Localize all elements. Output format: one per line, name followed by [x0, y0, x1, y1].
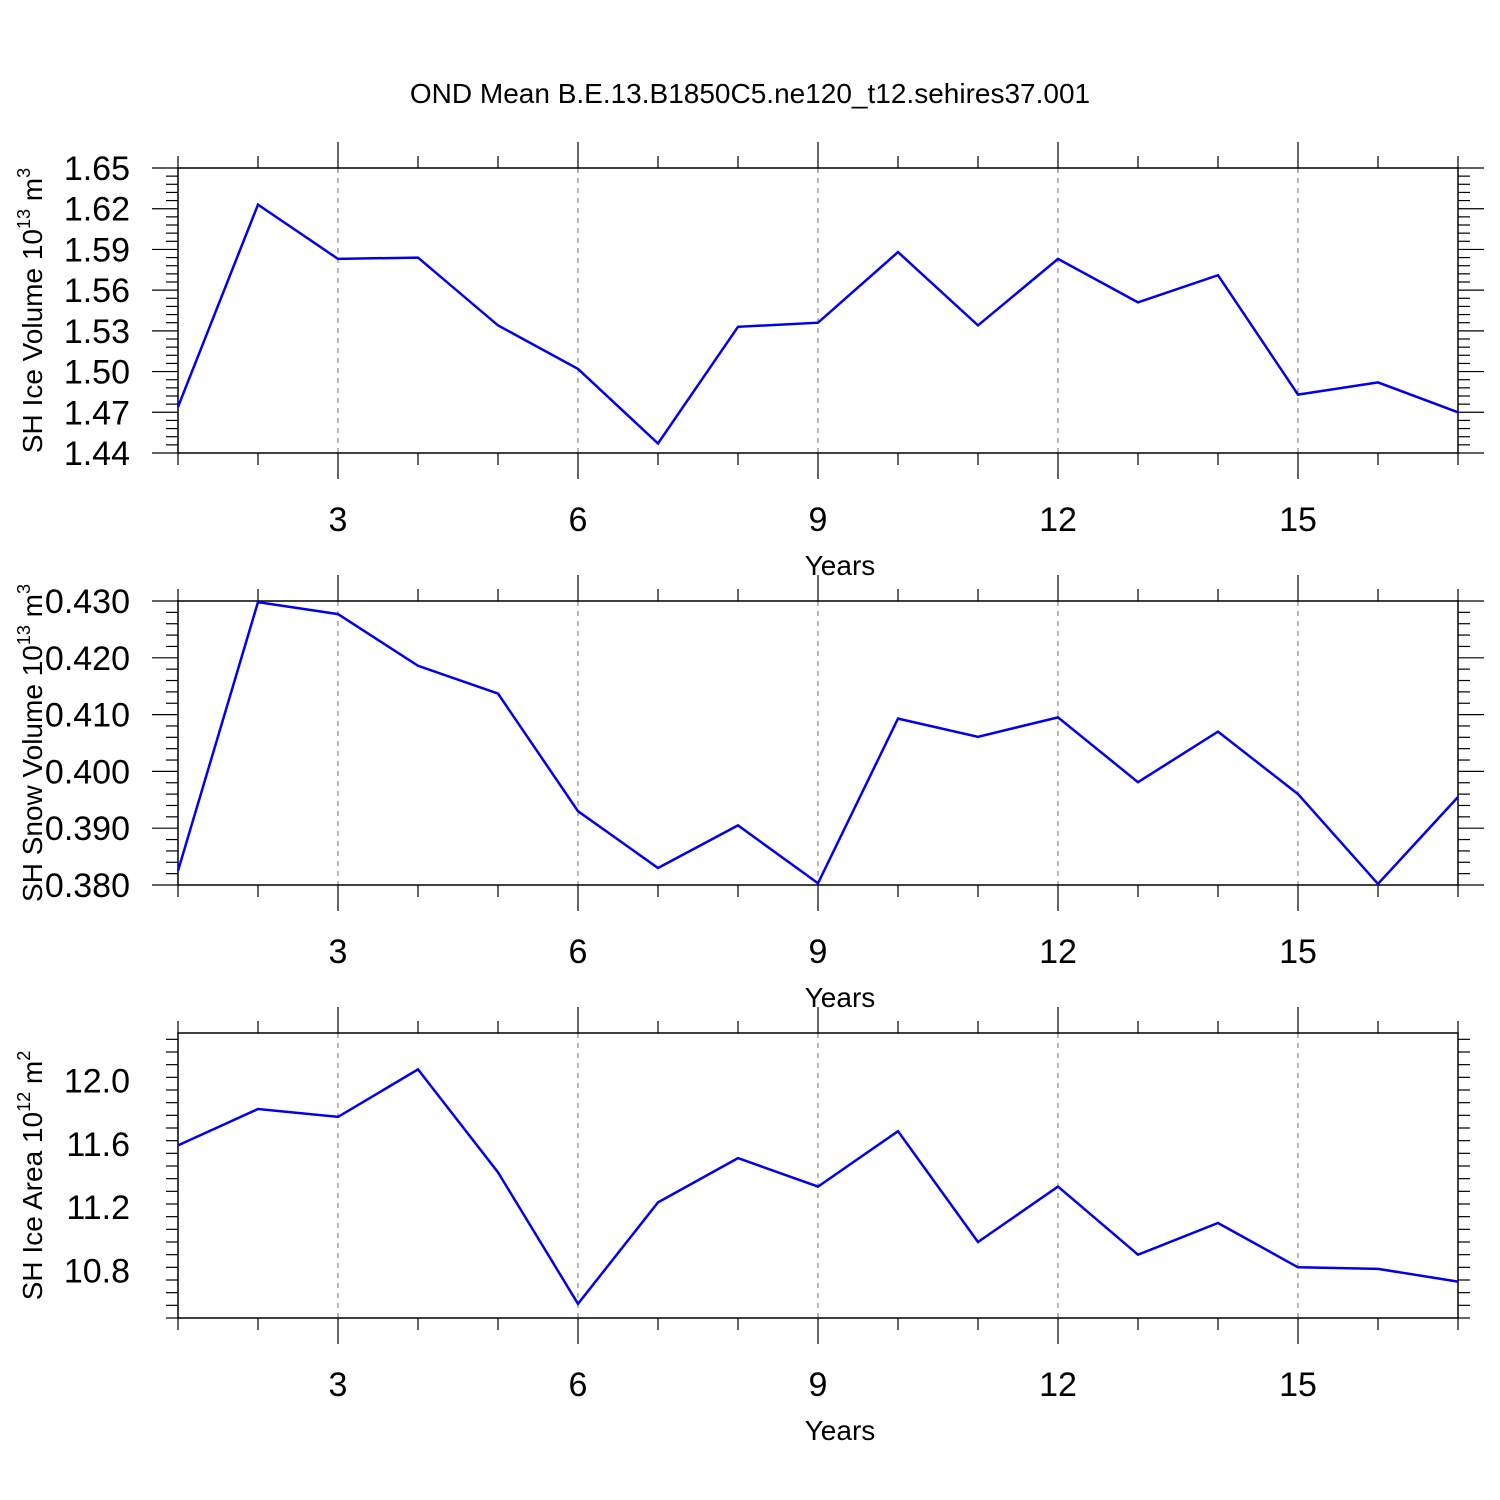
x-tick-label: 9	[809, 501, 828, 539]
y-tick-label: 1.56	[64, 272, 130, 310]
page-title: OND Mean B.E.13.B1850C5.ne120_t12.sehire…	[409, 78, 1091, 109]
x-axis-label: Years	[805, 1415, 876, 1446]
x-tick-label: 9	[809, 1366, 828, 1404]
series-line	[177, 1067, 1459, 1306]
chart-panel-2: 3 6 9 12 15 0.430 0.420 0.410 0.400 0.390 0.380 Yea…	[14, 575, 1484, 1013]
y-tick-label: 1.59	[64, 231, 130, 269]
x-tick-label: 3	[329, 933, 348, 971]
y-tick-label: 1.47	[64, 394, 130, 432]
plot-frame	[177, 1032, 1459, 1319]
y-axis-label: SH Ice Volume 1013 m3	[14, 168, 48, 453]
plot-frame	[177, 600, 1459, 886]
y-tick-label: 0.380	[45, 867, 130, 905]
y-tick-label: 11.2	[66, 1189, 130, 1227]
y-tick-label: 0.420	[45, 640, 130, 678]
series-line	[176, 202, 1459, 446]
y-tick-label: 0.390	[45, 810, 130, 848]
y-tick-label: 1.53	[64, 313, 130, 351]
y-tick-label: 10.8	[64, 1253, 130, 1291]
x-tick-label: 15	[1279, 1366, 1317, 1404]
y-tick-label: 1.62	[64, 191, 130, 229]
y-tick-label: 11.6	[66, 1126, 130, 1164]
y-tick-label: 1.65	[64, 150, 130, 188]
plot-frame	[177, 167, 1459, 454]
x-tick-label: 15	[1279, 501, 1317, 539]
y-tick-label: 12.0	[64, 1063, 130, 1101]
x-axis-label: Years	[805, 550, 876, 581]
x-tick-label: 3	[329, 501, 348, 539]
x-tick-label: 9	[809, 933, 828, 971]
y-tick-label: 1.44	[64, 435, 130, 473]
x-tick-label: 3	[329, 1366, 348, 1404]
y-tick-label: 0.430	[45, 583, 130, 621]
x-tick-label: 12	[1039, 933, 1077, 971]
y-axis-label: SH Snow Volume 1013 m3	[14, 584, 48, 902]
chart-panel-3: 3 6 9 12 15 12.0 11.6 11.2 10.8 Years SH Ice Area …	[14, 1007, 1470, 1446]
x-axis-label: Years	[805, 982, 876, 1013]
y-axis-label: SH Ice Area 1012 m2	[14, 1051, 48, 1301]
x-tick-label: 6	[569, 933, 588, 971]
x-tick-label: 12	[1039, 501, 1077, 539]
x-tick-label: 15	[1279, 933, 1317, 971]
y-tick-label: 0.410	[45, 697, 130, 735]
chart-panel-1: 3 6 9 12 15 1.651.621.591.561.531.501.471.44 Y…	[14, 142, 1484, 581]
y-tick-label: 0.400	[45, 753, 130, 791]
x-tick-label: 12	[1039, 1366, 1077, 1404]
x-tick-label: 6	[569, 501, 588, 539]
x-tick-label: 6	[569, 1366, 588, 1404]
y-tick-label: 1.50	[64, 354, 130, 392]
